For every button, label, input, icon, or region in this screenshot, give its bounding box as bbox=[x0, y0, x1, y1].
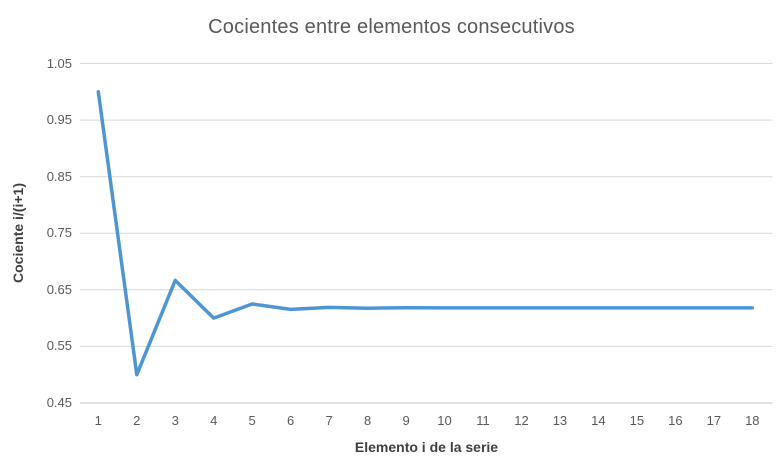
series-line bbox=[96, 90, 755, 377]
x-tick-label: 4 bbox=[210, 413, 218, 428]
x-tick-label: 18 bbox=[745, 413, 760, 428]
x-tick-label: 9 bbox=[402, 413, 410, 428]
y-tick-label: 0.85 bbox=[46, 168, 72, 184]
y-axis-title-text: Cociente i/(i+1) bbox=[10, 183, 26, 283]
y-tick-label: 0.65 bbox=[46, 281, 72, 297]
x-tick-label: 8 bbox=[363, 413, 372, 428]
y-tick-label: 0.75 bbox=[46, 225, 72, 241]
x-tick-label: 12 bbox=[514, 413, 529, 428]
x-tick-label: 11 bbox=[476, 413, 490, 428]
x-tick-label: 7 bbox=[325, 413, 333, 428]
x-tick-label: 15 bbox=[629, 413, 645, 428]
x-tick-label: 5 bbox=[248, 413, 256, 428]
x-tick-label: 16 bbox=[668, 413, 683, 428]
y-tick-label: 0.45 bbox=[46, 395, 72, 410]
y-tick-label: 0.95 bbox=[46, 112, 72, 128]
x-tick-label: 13 bbox=[552, 413, 568, 428]
y-tick-label: 1.05 bbox=[46, 55, 72, 71]
x-tick-label: 1 bbox=[94, 413, 102, 428]
x-tick-label: 10 bbox=[437, 413, 452, 428]
x-tick-label: 6 bbox=[287, 413, 295, 428]
chart-title: Cocientes entre elementos consecutivos bbox=[208, 16, 575, 38]
x-tick-label: 2 bbox=[133, 413, 141, 428]
gridlines bbox=[80, 63, 773, 404]
x-tick-label: 14 bbox=[591, 413, 606, 428]
y-tick-label: 0.55 bbox=[46, 338, 72, 354]
x-tick-label: 17 bbox=[706, 413, 722, 428]
x-axis-title: Elemento i de la serie bbox=[354, 439, 499, 455]
x-tick-label: 3 bbox=[171, 413, 179, 428]
